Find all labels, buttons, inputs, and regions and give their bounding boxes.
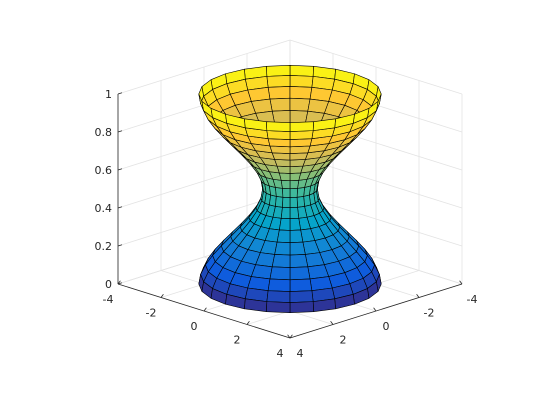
surface-face [282, 197, 291, 208]
x-tick-mark [160, 294, 164, 298]
surface-face [289, 172, 301, 181]
y-tick-mark [287, 334, 291, 339]
surface-face [296, 196, 305, 208]
y-tick-label: 2 [340, 334, 347, 347]
surface-face [289, 278, 313, 292]
surface-face [275, 187, 284, 198]
z-tick-mark [117, 282, 123, 285]
y-tick-mark [416, 294, 420, 298]
x-tick-mark [289, 334, 293, 339]
surface-face [266, 65, 291, 77]
surface-face [279, 218, 291, 231]
surface-face [289, 86, 313, 100]
x-tick-label: -2 [146, 307, 157, 320]
surface-face [271, 152, 291, 161]
y-tick-mark [373, 307, 377, 312]
surface-face [289, 97, 311, 112]
surface-face [269, 145, 291, 154]
surface-face [266, 290, 291, 303]
surface-face [271, 110, 291, 124]
surface-face [289, 229, 304, 243]
surface-face [289, 110, 309, 124]
surface-face [266, 75, 291, 88]
z-tick-mark [117, 206, 123, 209]
surface-face [296, 187, 305, 198]
surface-face [275, 196, 284, 208]
surface-face [269, 266, 291, 281]
z-tick-mark [117, 244, 123, 247]
z-tick-label: 0.8 [95, 126, 113, 139]
x-tick-label: 0 [191, 320, 198, 333]
surface-face [289, 290, 314, 303]
surface-face [276, 165, 291, 174]
surface-face [289, 75, 314, 88]
x-tick-label: 2 [234, 334, 241, 347]
back-wall-grid-line [289, 39, 463, 95]
surface-face [289, 165, 304, 174]
y-tick-mark [330, 321, 334, 325]
z-tick-mark [117, 92, 123, 95]
surface-face [289, 130, 314, 140]
z-tick-label: 0.2 [95, 240, 113, 253]
tick-labels: 0 0.2 0.4 0.6 0.8 1 -4 -2 0 2 4 -4 -2 0 2 4 [95, 88, 478, 360]
surface-mesh [198, 65, 382, 313]
surface-face [276, 229, 291, 243]
surface-face [289, 241, 306, 256]
y-tick-label: -4 [467, 293, 478, 306]
surface-face [289, 180, 300, 189]
surface-face [289, 254, 309, 268]
surface-face [289, 65, 314, 77]
y-tick-label: -2 [424, 307, 435, 320]
z-tick-mark [117, 168, 123, 171]
surface-face [274, 159, 291, 167]
z-tick-mark [117, 130, 123, 133]
surface-face [289, 145, 311, 154]
surface-face [289, 121, 314, 132]
surface-face [266, 130, 291, 140]
surface-face [271, 254, 291, 268]
y-tick-mark [459, 280, 463, 285]
y-tick-label: 4 [297, 347, 304, 360]
surface-face [289, 301, 314, 313]
surface-face [267, 138, 291, 148]
x-tick-mark [203, 307, 207, 312]
surface-face [289, 152, 309, 161]
surface-face [266, 121, 291, 132]
surface-face [280, 180, 291, 189]
axes [117, 92, 463, 339]
surface-face [289, 197, 298, 208]
surface-face [282, 188, 291, 198]
surface-face [269, 97, 291, 112]
x-tick-mark [117, 280, 121, 285]
x-tick-label: -4 [103, 293, 114, 306]
surface-face [280, 207, 291, 219]
z-tick-label: 0 [105, 278, 112, 291]
surface-face [289, 188, 298, 198]
x-tick-label: 4 [277, 347, 284, 360]
surface-face [289, 207, 300, 219]
surface-face [289, 159, 306, 167]
surface-face [289, 218, 301, 231]
surface-face [266, 301, 291, 313]
surface-face [289, 266, 311, 281]
z-tick-label: 0.4 [95, 202, 113, 215]
surface-face [289, 138, 313, 148]
back-wall-grid-line [117, 39, 291, 95]
surface-face [267, 86, 291, 100]
z-tick-label: 0.6 [95, 164, 113, 177]
y-tick-label: 0 [383, 320, 390, 333]
surface-face [274, 241, 291, 256]
surface-face [267, 278, 291, 292]
surface-face [279, 172, 291, 181]
x-tick-mark [246, 321, 250, 325]
z-tick-label: 1 [105, 88, 112, 101]
